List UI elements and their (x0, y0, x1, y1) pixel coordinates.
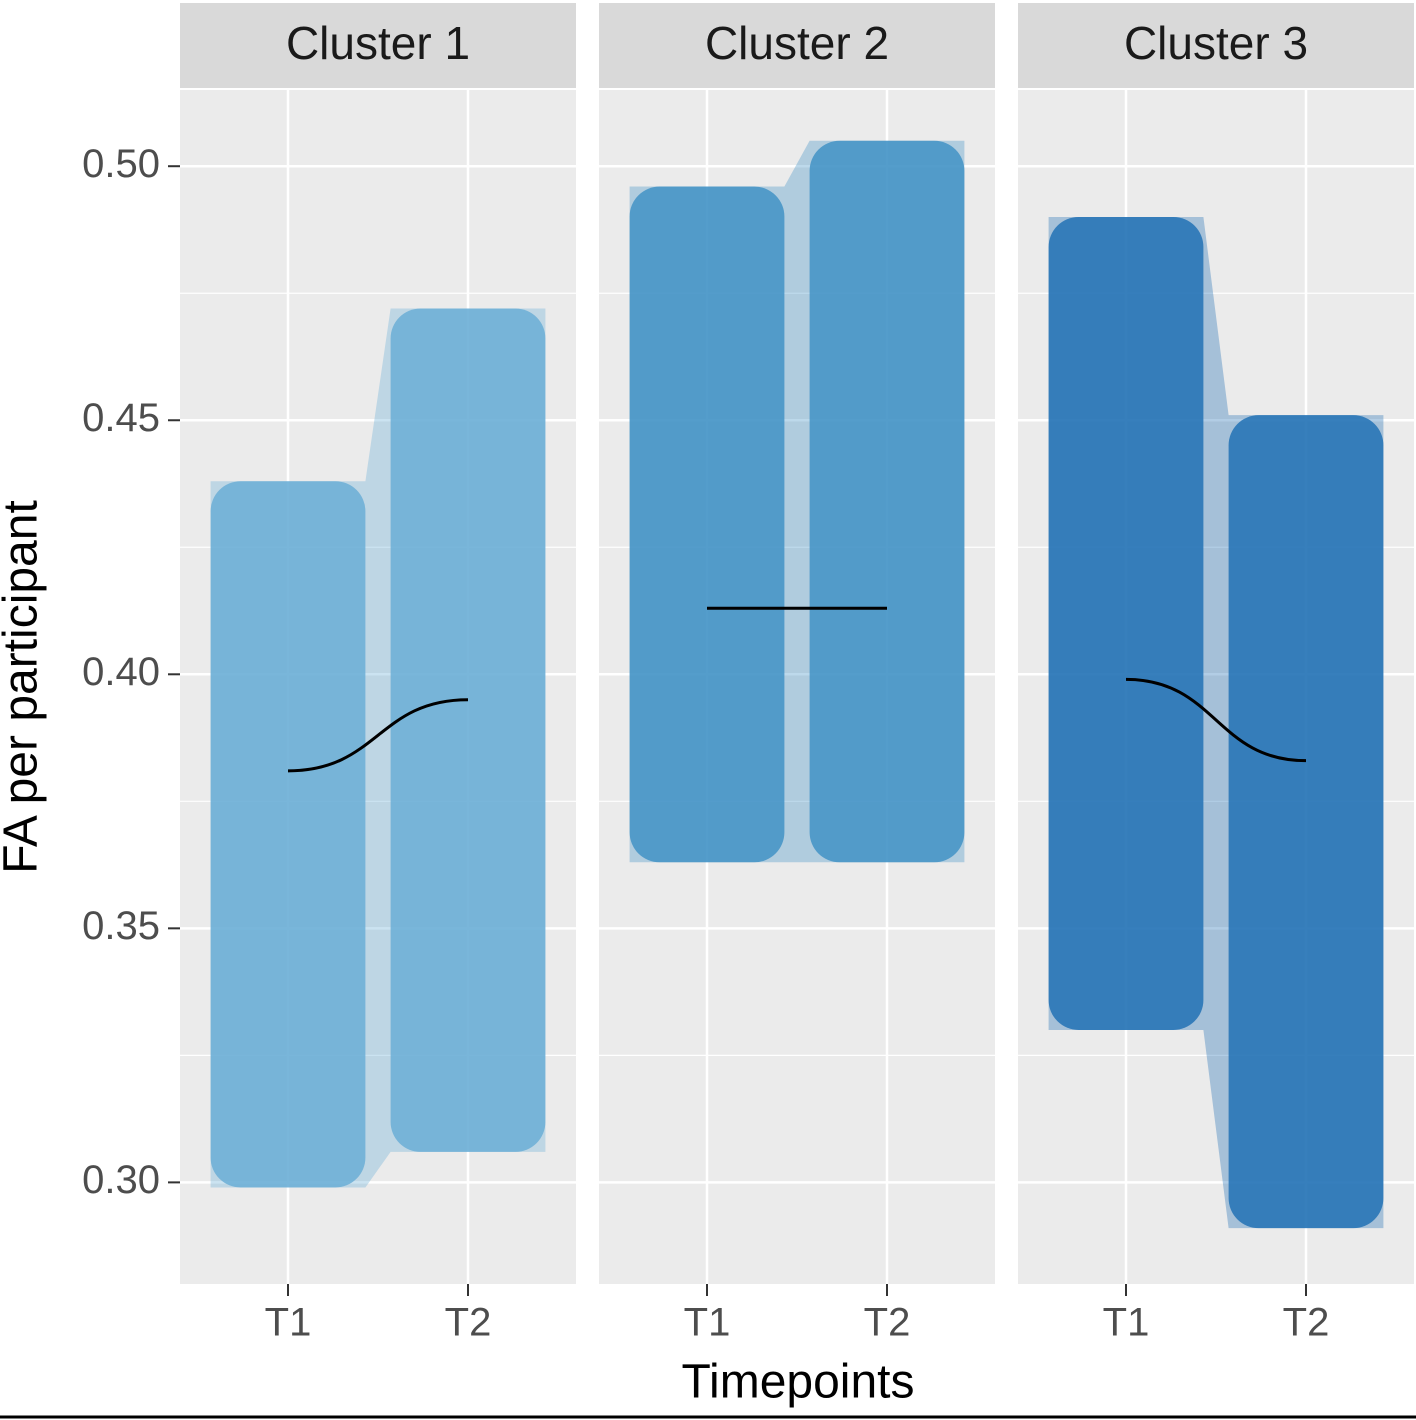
strip (599, 3, 995, 88)
trend-line (287, 698, 469, 773)
y-tick-label: 0.45 (82, 396, 160, 440)
facet: Cluster 1 T1 T2 (180, 3, 576, 1345)
point-cloud (1048, 217, 1204, 1030)
point-cloud (1228, 415, 1384, 1229)
y-tick-label: 0.35 (82, 904, 160, 948)
x-tick-label: T2 (445, 1301, 492, 1345)
x-tick-label: T2 (864, 1301, 911, 1345)
facet-title: Cluster 1 (286, 17, 470, 69)
strip (1018, 3, 1414, 88)
facet: Cluster 3 T1 T2 (1018, 3, 1414, 1345)
point-cloud (390, 308, 546, 1152)
point-cloud (210, 481, 366, 1188)
point-cloud (809, 140, 965, 863)
x-axis-label: Timepoints (682, 1356, 915, 1409)
trend-line (1125, 677, 1307, 763)
y-axis-label: FA per participant (0, 500, 48, 874)
x-tick-label: T1 (1103, 1301, 1150, 1345)
y-tick-label: 0.30 (82, 1158, 160, 1202)
x-tick-label: T2 (1283, 1301, 1330, 1345)
strip (180, 3, 576, 88)
point-cloud (629, 186, 785, 863)
x-tick-label: T1 (684, 1301, 731, 1345)
y-tick-label: 0.40 (82, 650, 160, 694)
y-tick-label: 0.50 (82, 142, 160, 186)
x-tick-label: T1 (265, 1301, 312, 1345)
facet: Cluster 2 T1 T2 (599, 3, 995, 1345)
facet-title: Cluster 3 (1124, 17, 1308, 69)
facet-title: Cluster 2 (705, 17, 889, 69)
